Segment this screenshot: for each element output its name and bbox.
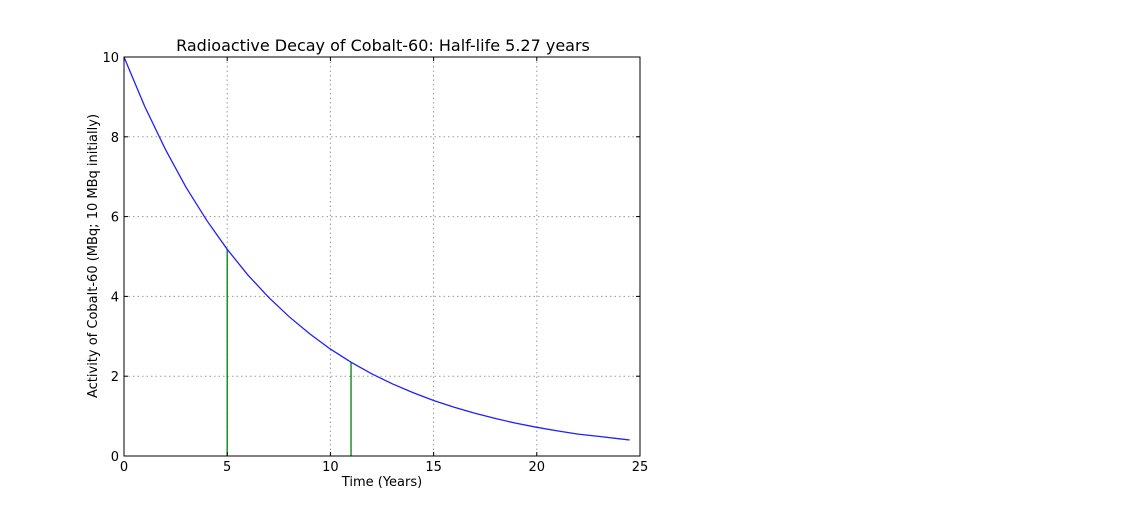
y-tick-label: 8 — [111, 131, 119, 146]
x-tick-label: 15 — [425, 460, 442, 475]
x-tick-label: 20 — [529, 460, 546, 475]
y-tick-label: 2 — [111, 370, 119, 385]
y-tick-label: 0 — [111, 450, 119, 465]
plot-frame — [123, 56, 641, 457]
x-tick-label: 10 — [322, 460, 339, 475]
x-tick-label: 0 — [120, 460, 128, 475]
marker-lines — [226, 249, 352, 456]
grid — [124, 57, 640, 456]
y-axis-label: Activity of Cobalt-60 (MBq; 10 MBq initi… — [86, 114, 101, 398]
decay-curve-line — [123, 56, 630, 441]
y-tick-label: 10 — [102, 51, 119, 66]
axis-ticks: 0 5 10 15 20 25 0 2 4 6 8 10 — [102, 51, 648, 475]
chart-title: Radioactive Decay of Cobalt-60: Half-lif… — [176, 36, 590, 55]
x-axis-label: Time (Years) — [341, 475, 422, 490]
y-tick-label: 4 — [111, 290, 119, 305]
y-tick-label: 6 — [111, 211, 119, 226]
x-tick-label: 25 — [632, 460, 649, 475]
x-tick-label: 5 — [223, 460, 231, 475]
